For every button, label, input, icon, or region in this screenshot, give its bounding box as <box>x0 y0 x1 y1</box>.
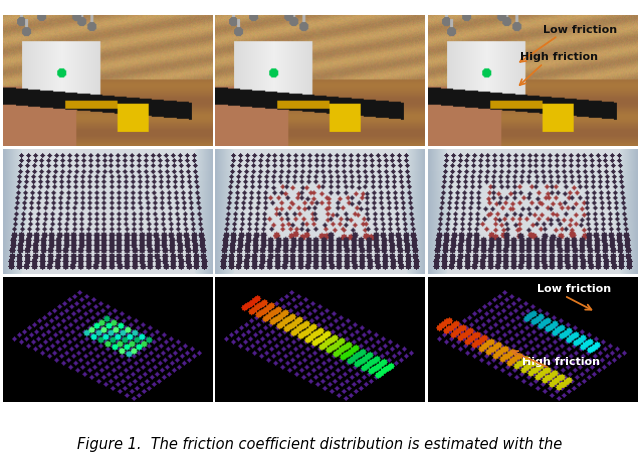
Text: Figure 1.  The friction coefficient distribution is estimated with the: Figure 1. The friction coefficient distr… <box>77 437 563 452</box>
Text: High friction: High friction <box>522 357 600 367</box>
Text: Low friction: Low friction <box>537 284 611 295</box>
Text: High friction: High friction <box>520 52 598 62</box>
Text: Low friction: Low friction <box>543 25 618 35</box>
